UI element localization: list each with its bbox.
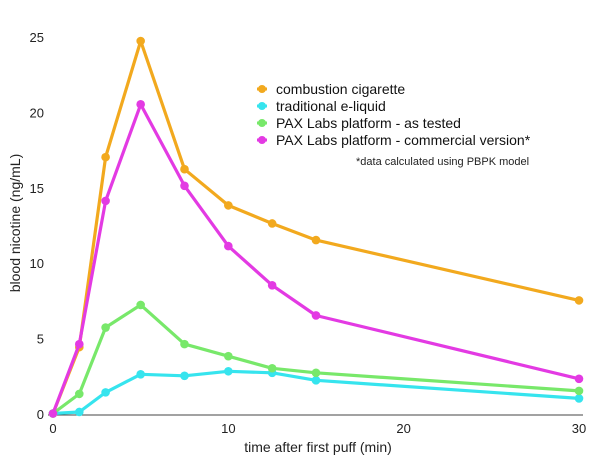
x-tick-label-2: 20 [396,421,410,436]
legend-label-0: combustion cigarette [276,81,405,97]
data-point-3-7 [311,311,321,320]
series-3 [48,100,584,418]
y-axis-title: blood nicotine (ng/mL) [7,154,23,293]
y-tick-label-4: 20 [30,105,44,120]
data-point-0-7 [311,235,321,245]
data-point-3-1 [75,339,84,349]
x-tick-label-3: 30 [572,421,586,436]
legend-swatch-dot-3 [258,136,266,144]
axes: 0 10 20 30 0 5 10 15 20 25 [30,30,587,436]
data-point-1-3 [136,369,145,379]
data-point-2-6 [267,363,277,373]
data-point-2-2 [101,323,110,332]
x-tick-label-0: 0 [49,421,56,436]
data-point-3-4 [180,181,189,191]
x-axis-title: time after first puff (min) [244,439,392,455]
data-point-0-4 [180,164,189,174]
data-point-0-3 [136,36,145,46]
y-tick-label-1: 5 [37,332,44,347]
data-point-3-0 [48,409,58,418]
data-point-3-8 [574,374,584,384]
series-layer [48,36,584,418]
data-point-1-2 [101,388,110,397]
data-point-3-3 [136,100,145,109]
data-point-2-3 [136,300,145,310]
legend-label-1: traditional e-liquid [276,98,386,114]
series-line-3 [51,102,581,416]
data-point-0-8 [574,296,584,305]
legend-swatch-dot-1 [258,102,266,110]
data-point-2-1 [75,389,84,399]
data-point-1-1 [75,407,84,417]
data-point-3-2 [101,196,110,206]
y-tick-label-3: 15 [30,181,44,196]
data-point-1-5 [224,366,233,376]
data-point-0-6 [267,219,277,228]
data-point-2-4 [180,339,189,349]
data-point-2-5 [224,351,233,361]
legend-label-3: PAX Labs platform - commercial version* [276,132,531,148]
data-point-0-2 [101,152,110,162]
y-tick-label-0: 0 [37,407,44,422]
data-point-3-6 [267,281,277,290]
data-point-0-5 [224,201,233,210]
data-point-1-8 [574,394,584,403]
legend-swatch-dot-2 [258,119,266,127]
legend-label-2: PAX Labs platform - as tested [276,115,461,131]
watermark: 知乎 @人间烟火 [466,446,576,464]
model-note: *data calculated using PBPK model [356,156,529,168]
y-tick-label-2: 10 [30,256,44,271]
y-tick-label-5: 25 [30,30,44,45]
data-point-2-8 [574,386,584,396]
legend-swatch-dot-0 [258,85,266,93]
data-point-1-4 [180,371,189,381]
x-tick-label-1: 10 [221,421,235,436]
data-point-3-5 [224,241,233,251]
data-point-1-7 [311,376,321,385]
data-point-2-7 [311,368,321,378]
